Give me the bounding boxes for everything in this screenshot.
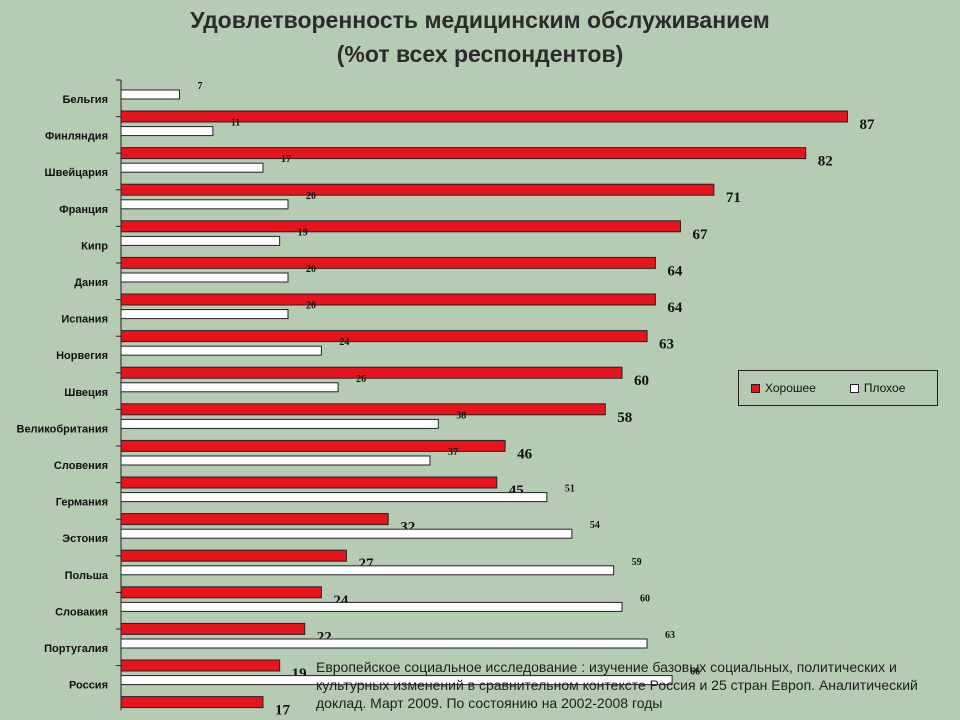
- source-note: Европейское социальное исследование : из…: [316, 659, 918, 711]
- bar-good: [120, 293, 656, 306]
- data-label-bad: 20: [306, 301, 316, 312]
- data-label-bad: 20: [306, 191, 316, 202]
- category-label: Португалия: [44, 643, 108, 655]
- category-label: Германия: [56, 497, 108, 509]
- data-label-bad: 63: [665, 630, 675, 641]
- bar-good: [120, 622, 306, 635]
- category-label: Великобритания: [17, 423, 109, 435]
- bar-good: [120, 476, 498, 489]
- bar-good: [120, 256, 656, 269]
- data-label-bad: 11: [231, 118, 240, 129]
- data-label-bad: 51: [565, 484, 575, 495]
- bar-good: [120, 586, 322, 599]
- data-label-good: 82: [818, 154, 833, 170]
- bar-bad: [120, 675, 673, 686]
- legend-swatch-good: [751, 383, 760, 393]
- data-label-bad: 26: [356, 374, 366, 385]
- data-label-bad: 7: [197, 81, 202, 92]
- data-label-good: 67: [692, 227, 708, 243]
- bar-bad: [120, 309, 289, 320]
- data-label-good: 87: [859, 117, 875, 133]
- category-label: Швеция: [64, 387, 108, 399]
- category-label: Польша: [65, 570, 109, 582]
- category-label: Кипр: [81, 240, 108, 252]
- bar-bad: [120, 528, 573, 539]
- data-label-good: 60: [634, 373, 649, 389]
- bar-bad: [120, 89, 180, 100]
- data-label-bad: 37: [448, 447, 458, 458]
- bar-bad: [120, 565, 615, 576]
- bar-bad: [120, 345, 322, 356]
- legend-item-good: Хорошее: [751, 381, 816, 395]
- bar-bad: [120, 272, 289, 283]
- data-label-bad: 19: [298, 227, 308, 238]
- data-label-bad: 20: [306, 264, 316, 275]
- bar-good: [120, 659, 281, 672]
- bar-good: [120, 366, 623, 379]
- chart-subtitle: (%от всех респондентов): [336, 41, 624, 67]
- category-label: Словакия: [55, 606, 108, 618]
- data-label-good: 64: [667, 263, 683, 279]
- data-label-good: 63: [659, 337, 674, 353]
- bar-good: [120, 183, 715, 196]
- bar-bad: [120, 638, 648, 649]
- bar-good: [120, 513, 389, 526]
- legend-item-bad: Плохое: [849, 381, 906, 395]
- category-label: Норвегия: [56, 350, 108, 362]
- bar-bad: [120, 126, 214, 137]
- data-label-good: 46: [517, 446, 533, 462]
- data-label-good: 64: [667, 300, 683, 316]
- data-label-bad: 59: [632, 557, 642, 568]
- data-label-good: 17: [275, 703, 291, 719]
- bar-bad: [120, 455, 431, 466]
- category-label: Франция: [59, 204, 108, 216]
- bar-good: [120, 403, 606, 416]
- data-label-good: 71: [726, 190, 741, 206]
- legend-label-good: Хорошее: [765, 381, 816, 395]
- chart-title: Удовлетворенность медицинским обслуживан…: [190, 7, 770, 33]
- data-label-bad: 66: [690, 667, 700, 678]
- category-label: Испания: [61, 314, 108, 326]
- bar-good: [120, 147, 807, 160]
- data-label-good: 58: [617, 410, 632, 426]
- bar-bad: [120, 162, 264, 173]
- category-label: Эстония: [62, 533, 108, 545]
- data-label-bad: 38: [456, 410, 466, 421]
- data-label-bad: 24: [339, 337, 349, 348]
- bar-bad: [120, 492, 548, 503]
- category-label: Бельгия: [62, 94, 108, 106]
- category-label: Россия: [69, 680, 108, 692]
- bar-bad: [120, 382, 339, 393]
- legend-label-bad: Плохое: [863, 381, 906, 395]
- category-label: Дания: [74, 277, 108, 289]
- bar-bad: [120, 199, 289, 210]
- category-label: Финляндия: [45, 131, 108, 143]
- bar-good: [120, 330, 648, 343]
- chart-legend: Хорошее Плохое: [738, 370, 938, 406]
- bar-good: [120, 549, 347, 562]
- data-label-bad: 60: [640, 593, 650, 604]
- bar-good: [120, 696, 264, 709]
- data-label-bad: 17: [281, 154, 291, 165]
- bar-bad: [120, 235, 281, 246]
- category-label: Словения: [54, 460, 108, 472]
- bar-bad: [120, 601, 623, 612]
- legend-swatch-bad: [849, 383, 859, 393]
- category-label: Швейцария: [45, 167, 108, 179]
- data-label-bad: 54: [590, 520, 600, 531]
- bar-bad: [120, 418, 439, 429]
- bar-good: [120, 220, 681, 233]
